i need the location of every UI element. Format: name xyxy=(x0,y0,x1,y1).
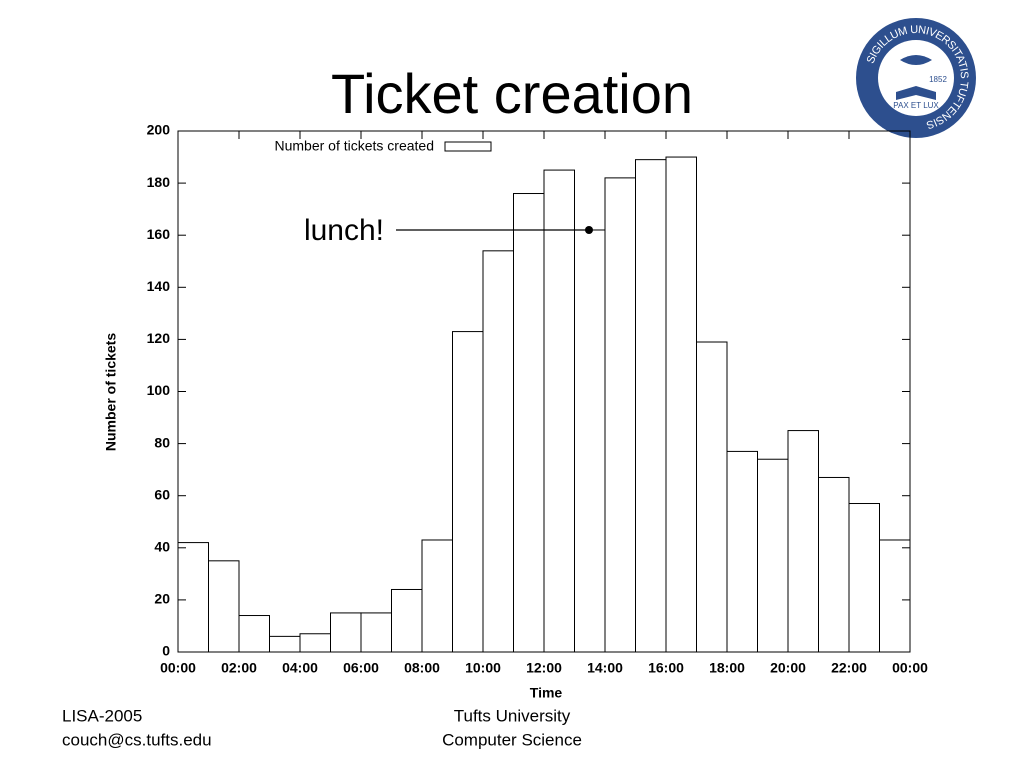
y-tick-label: 0 xyxy=(162,643,170,659)
x-tick-label: 08:00 xyxy=(404,660,440,676)
bar xyxy=(665,156,697,653)
bar xyxy=(391,588,423,653)
y-tick-label: 60 xyxy=(154,486,170,502)
bar xyxy=(879,539,911,653)
bar xyxy=(543,169,575,653)
x-axis-label: Time xyxy=(530,685,563,701)
y-tick-label: 200 xyxy=(147,122,171,138)
bar xyxy=(269,635,301,653)
footer-center-2: Computer Science xyxy=(442,730,582,749)
bar xyxy=(299,633,331,653)
bar xyxy=(330,612,362,653)
y-tick-label: 20 xyxy=(154,591,170,607)
bar xyxy=(482,250,514,653)
bar xyxy=(726,450,758,653)
footer-left-1: LISA-2005 xyxy=(62,706,142,725)
plot-frame xyxy=(177,130,911,653)
bar xyxy=(787,430,819,653)
bar xyxy=(696,341,728,653)
logo-year: 1852 xyxy=(929,75,947,84)
x-tick-label: 16:00 xyxy=(648,660,684,676)
footer-left-2: couch@cs.tufts.edu xyxy=(62,730,212,749)
bar xyxy=(177,542,209,653)
bar xyxy=(848,503,880,653)
logo-motto: PAX ET LUX xyxy=(893,101,939,110)
bar xyxy=(238,615,270,653)
y-tick-label: 180 xyxy=(147,174,171,190)
bar xyxy=(513,193,545,653)
x-tick-label: 06:00 xyxy=(343,660,379,676)
y-tick-label: 80 xyxy=(154,434,170,450)
bar xyxy=(604,177,636,653)
bar xyxy=(452,331,484,653)
y-tick-label: 140 xyxy=(147,278,171,294)
logo: SIGILLUM UNIVERSITATIS TUFTENSIS PAX ET … xyxy=(856,18,976,138)
x-tick-label: 10:00 xyxy=(465,660,501,676)
logo-book xyxy=(896,86,936,100)
x-tick-label: 04:00 xyxy=(282,660,318,676)
x-tick-label: 02:00 xyxy=(221,660,257,676)
bar xyxy=(757,458,789,653)
x-tick-label: 00:00 xyxy=(892,660,928,676)
legend-label: Number of tickets created xyxy=(274,138,434,154)
bar xyxy=(360,612,392,653)
x-tick-label: 12:00 xyxy=(526,660,562,676)
x-tick-label: 20:00 xyxy=(770,660,806,676)
y-tick-label: 120 xyxy=(147,330,171,346)
x-tick-label: 18:00 xyxy=(709,660,745,676)
footer-center-1: Tufts University xyxy=(454,706,571,725)
x-tick-label: 22:00 xyxy=(831,660,867,676)
logo-bird xyxy=(900,55,932,65)
legend-swatch xyxy=(444,141,492,152)
annotation: lunch! xyxy=(304,214,384,247)
x-tick-label: 00:00 xyxy=(160,660,196,676)
y-tick-label: 100 xyxy=(147,382,171,398)
y-axis-label: Number of tickets xyxy=(103,333,119,451)
bar xyxy=(208,560,240,653)
annotation-dot xyxy=(585,226,593,234)
bar xyxy=(574,229,606,653)
bar xyxy=(818,476,850,653)
y-tick-label: 40 xyxy=(154,539,170,555)
slide-title: Ticket creation xyxy=(331,62,693,125)
bar xyxy=(635,159,667,653)
y-tick-label: 160 xyxy=(147,226,171,242)
bar xyxy=(421,539,453,653)
x-tick-label: 14:00 xyxy=(587,660,623,676)
